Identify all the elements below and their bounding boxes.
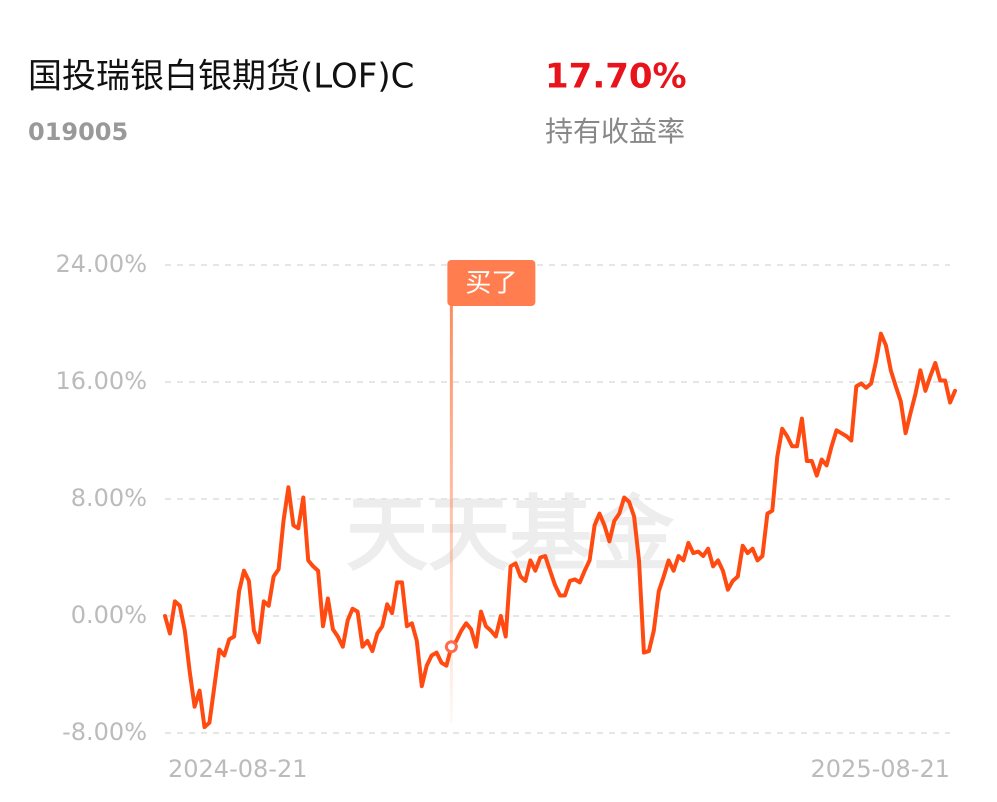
return-label: 持有收益率 [545,115,685,148]
buy-line [449,300,453,723]
y-tick-label: 8.00% [71,484,147,512]
y-tick-label: 0.00% [71,601,147,629]
chart: 天天基金24.00%16.00%8.00%0.00%-8.00%2024-08-… [55,250,957,783]
fund-title: 国投瑞银白银期货(LOF)C [28,57,414,97]
buy-badge [447,260,536,306]
x-tick-label: 2024-08-21 [168,755,307,783]
x-tick-label: 2025-08-21 [811,755,950,783]
return-value: 17.70% [545,57,687,97]
y-tick-label: 24.00% [55,250,147,278]
y-tick-label: 16.00% [55,367,147,395]
return-line [163,331,957,730]
fund-code: 019005 [28,118,128,146]
buy-point [444,640,458,654]
y-tick-label: -8.00% [62,718,147,746]
buy-label: 买了 [465,269,517,299]
